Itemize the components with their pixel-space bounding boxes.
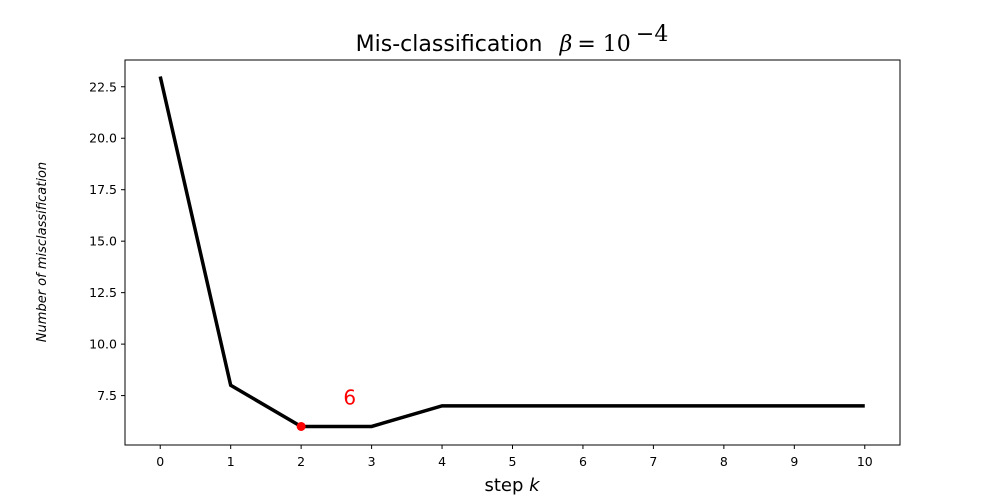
y-tick-label: 10.0 <box>89 337 117 352</box>
x-tick-label: 7 <box>649 454 657 469</box>
x-tick-label: 5 <box>509 454 517 469</box>
x-axis-label-var: k <box>529 475 541 496</box>
x-tick-label: 8 <box>720 454 728 469</box>
chart-title: Mis-classification β = 10 −4 <box>356 22 669 57</box>
x-tick-label: 9 <box>790 454 798 469</box>
min-point-marker <box>296 421 306 431</box>
x-tick-label: 4 <box>438 454 446 469</box>
x-tick-label: 6 <box>579 454 587 469</box>
chart-title-exponent: −4 <box>636 22 668 47</box>
axes-frame <box>124 59 901 446</box>
y-axis-ticks: 7.5 10.0 12.5 15.0 17.5 20.0 22.5 <box>89 79 125 403</box>
x-tick-label: 10 <box>857 454 873 469</box>
series-lines <box>158 76 865 429</box>
chart-title-prefix: Mis-classification <box>356 32 543 57</box>
y-tick-label: 7.5 <box>97 388 117 403</box>
y-tick-label: 15.0 <box>89 234 117 249</box>
highlight-markers <box>296 421 306 431</box>
chart-title-equals-base: = 10 <box>577 32 630 57</box>
x-tick-label: 0 <box>156 454 164 469</box>
y-axis-label: Number of misclassification <box>35 162 50 342</box>
chart-title-beta: β <box>559 32 573 57</box>
y-tick-label: 12.5 <box>89 285 117 300</box>
min-annotation: 6 <box>343 386 356 410</box>
y-tick-label: 22.5 <box>89 79 117 94</box>
x-tick-label: 3 <box>368 454 376 469</box>
x-axis-ticks: 0 1 2 3 4 5 6 7 8 9 10 <box>156 445 873 469</box>
x-tick-label: 1 <box>227 454 235 469</box>
x-axis-label-prefix: step <box>484 475 529 496</box>
series-line <box>158 76 865 429</box>
y-tick-label: 17.5 <box>89 182 117 197</box>
x-axis-label: step k <box>484 475 541 496</box>
x-tick-label: 2 <box>297 454 305 469</box>
y-tick-label: 20.0 <box>89 131 117 146</box>
